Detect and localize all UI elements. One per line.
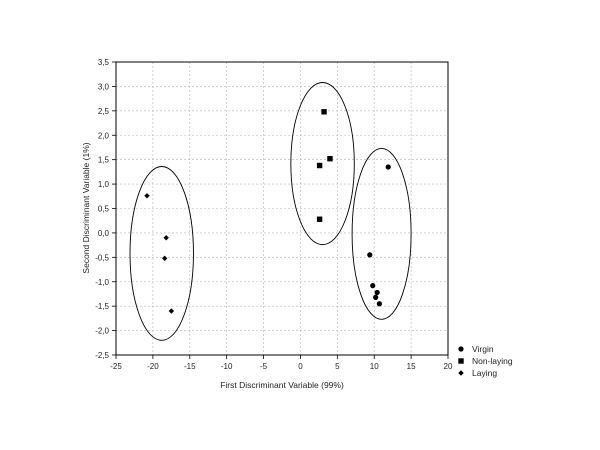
- legend-label-laying: Laying: [472, 368, 497, 378]
- y-tick-label: 0,0: [98, 229, 110, 238]
- point-laying: [144, 193, 150, 199]
- legend-marker-laying: [458, 370, 464, 376]
- x-tick-label: 5: [335, 362, 340, 371]
- group-ellipses: [129, 82, 412, 341]
- point-virgin: [373, 294, 379, 300]
- ellipse-virgin: [351, 147, 412, 320]
- legend-label-virgin: Virgin: [472, 344, 494, 354]
- point-laying: [161, 255, 168, 262]
- y-tick-label: -2,0: [95, 327, 109, 336]
- x-tick-label: -15: [184, 362, 196, 371]
- ellipse-laying: [129, 166, 194, 341]
- y-axis: -2,5 -2,0 -1,5 -1,0 -0,5 0,0 0,5 1,0 1,5 2,0 2,5 3,…: [95, 58, 116, 360]
- y-tick-label: 2,5: [98, 107, 110, 116]
- x-tick-label: -20: [147, 362, 159, 371]
- x-axis: -25 -20 -15 -10 -5 0 5 10 15 20: [110, 355, 453, 371]
- x-tick-label: 10: [370, 362, 379, 371]
- point-virgin: [367, 252, 373, 258]
- point-virgin: [376, 301, 382, 307]
- x-tick-label: 20: [444, 362, 453, 371]
- y-tick-label: 2,0: [98, 131, 110, 140]
- y-tick-label: 3,5: [98, 58, 110, 67]
- legend-label-non-laying: Non-laying: [472, 356, 513, 366]
- y-tick-label: -1,0: [95, 278, 109, 287]
- y-axis-title: Second Discriminant Variable (1%): [81, 142, 91, 273]
- legend-marker-virgin: [458, 346, 464, 352]
- y-tick-label: 0,5: [98, 205, 110, 214]
- legend-marker-non-laying: [458, 358, 464, 364]
- point-non-laying: [321, 109, 327, 115]
- point-laying: [163, 235, 169, 241]
- x-tick-label: -5: [260, 362, 268, 371]
- point-virgin: [374, 289, 380, 296]
- y-tick-label: 1,5: [98, 156, 110, 165]
- x-tick-label: 15: [407, 362, 416, 371]
- legend: Virgin Non-laying Laying: [458, 344, 513, 378]
- point-laying: [168, 308, 175, 314]
- x-tick-label: -10: [221, 362, 233, 371]
- point-non-laying: [327, 155, 333, 162]
- point-virgin: [370, 283, 376, 289]
- point-virgin: [385, 164, 391, 170]
- y-tick-label: 3,0: [98, 82, 110, 91]
- y-tick-label: 1,0: [98, 180, 110, 189]
- y-tick-label: -2,5: [95, 351, 109, 360]
- point-non-laying: [316, 162, 323, 169]
- x-tick-label: 0: [298, 362, 303, 371]
- data-points: [144, 109, 391, 314]
- x-tick-label: -25: [110, 362, 122, 371]
- x-axis-title: First Discriminant Variable (99%): [220, 380, 344, 390]
- y-tick-label: -0,5: [95, 253, 109, 262]
- ellipse-non-laying: [290, 82, 355, 246]
- point-non-laying: [316, 216, 323, 222]
- gridlines: [116, 62, 448, 355]
- y-tick-label: -1,5: [95, 302, 109, 311]
